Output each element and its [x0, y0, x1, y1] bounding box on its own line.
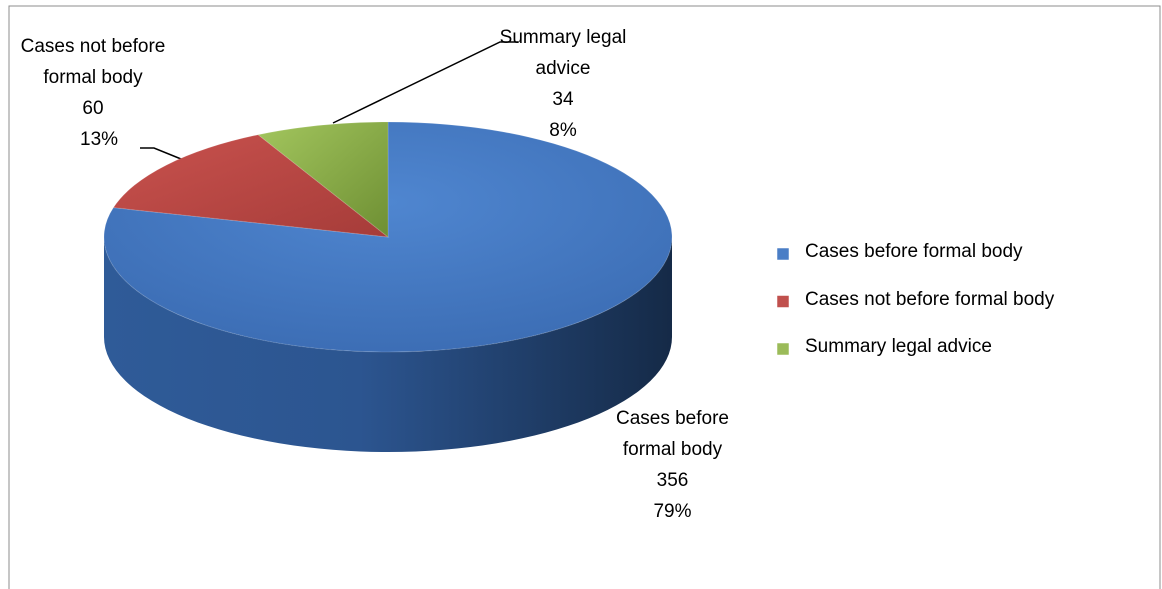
legend-label: Cases not before formal body	[805, 288, 1055, 310]
label-name: Cases before formal body	[615, 408, 729, 460]
slice	[103, 121, 673, 353]
label-value: 356	[656, 470, 689, 491]
data-label: Summary legal advice 34 8%	[492, 22, 634, 146]
slice	[112, 134, 390, 238]
slice	[257, 121, 389, 239]
label-percent: 13%	[80, 129, 119, 150]
label-value: 60	[82, 98, 104, 119]
legend-marker	[776, 342, 790, 356]
legend-marker	[776, 247, 790, 261]
leader-line	[140, 147, 187, 162]
legend-label: Summary legal advice	[805, 336, 992, 357]
data-label: Cases not before formal body 60 13%	[18, 31, 168, 155]
label-percent: 79%	[653, 501, 692, 522]
legend-marker	[776, 295, 790, 308]
data-label: Cases before formal body 356 79%	[600, 403, 745, 527]
chart-frame	[8, 5, 1161, 589]
leader-line	[332, 41, 518, 124]
legend-label: Cases before formal body	[805, 241, 1023, 262]
label-name: Summary legal advice	[499, 27, 627, 79]
label-name: Cases not before formal body	[20, 36, 166, 88]
label-value: 34	[552, 89, 574, 110]
label-percent: 8%	[549, 120, 577, 141]
slice-side	[104, 237, 672, 452]
